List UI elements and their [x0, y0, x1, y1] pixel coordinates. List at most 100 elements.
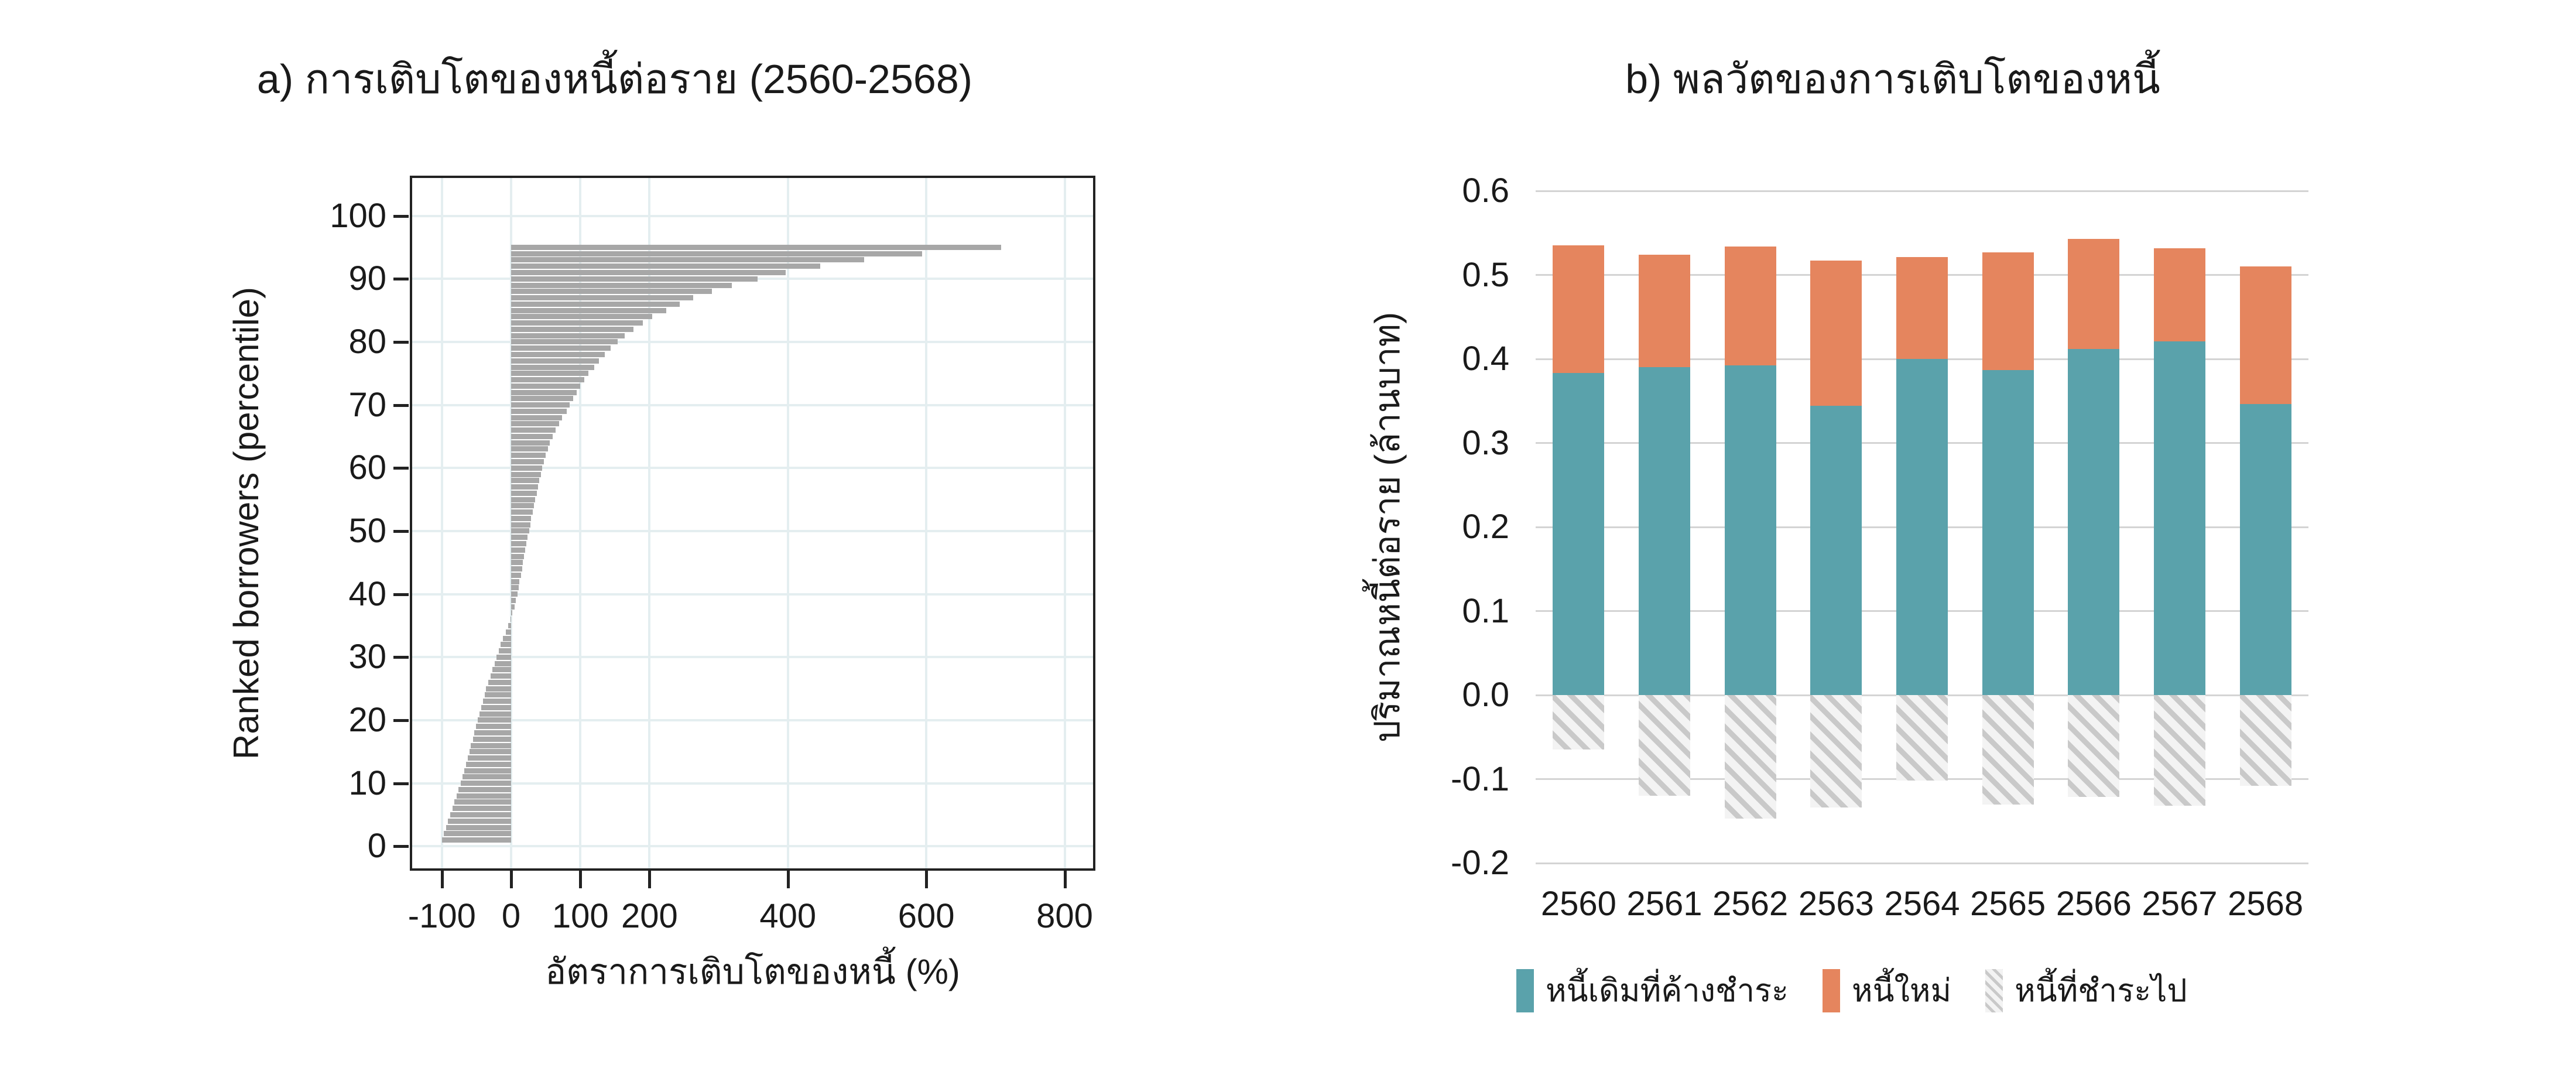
x-axis-tick-label: 800	[1036, 897, 1093, 935]
x-axis-tick-label: 100	[551, 897, 609, 935]
percentile-bar	[511, 547, 525, 553]
bar-segment-repaid-debt	[2068, 695, 2120, 797]
y-axis-tick-label: 50	[348, 511, 386, 550]
x-axis-tick	[510, 871, 513, 888]
y-axis-tick-label: 0.5	[1462, 255, 1509, 294]
y-axis-tick	[393, 656, 409, 659]
percentile-bar	[452, 806, 511, 812]
percentile-bar	[511, 585, 519, 591]
legend-swatch-existing-overdue-debt	[1516, 969, 1534, 1012]
y-axis-tick-label: 60	[348, 449, 386, 487]
legend-swatch-repaid-debt	[1985, 969, 2003, 1012]
y-axis-tick-label: 0.3	[1462, 423, 1509, 462]
percentile-bar	[511, 415, 563, 420]
percentile-bar	[511, 597, 516, 603]
y-axis-tick-label: 100	[330, 196, 386, 235]
gridline-horizontal	[1536, 862, 2308, 864]
percentile-bar	[511, 389, 577, 395]
percentile-bar	[478, 717, 511, 723]
chart-b-legend: หนี้เดิมที่ค้างชำระ หนี้ใหม่ หนี้ที่ชำระ…	[1516, 969, 2187, 1012]
gridline-horizontal	[412, 718, 1093, 721]
legend-label-new-debt: หนี้ใหม่	[1852, 973, 1952, 1008]
percentile-bar	[471, 742, 511, 748]
percentile-bar	[511, 251, 923, 256]
x-axis-category-label: 2567	[2142, 885, 2218, 923]
bar-segment-existing-overdue-debt	[1810, 406, 1862, 695]
percentile-bar	[511, 427, 556, 433]
x-axis-tick	[1063, 871, 1067, 888]
y-axis-tick	[393, 403, 409, 407]
percentile-bar	[511, 446, 548, 452]
x-axis-category-label: 2563	[1798, 885, 1874, 923]
x-axis-tick-label: 400	[759, 897, 817, 935]
percentile-bar	[511, 339, 618, 345]
percentile-bar	[482, 699, 511, 704]
x-axis-category-label: 2560	[1540, 885, 1616, 923]
percentile-bar	[511, 244, 1001, 250]
percentile-bar	[446, 824, 511, 830]
percentile-bar	[511, 270, 786, 275]
y-axis-tick-label: 0.4	[1462, 340, 1509, 378]
percentile-bar	[511, 257, 864, 263]
legend-swatch-new-debt	[1823, 969, 1841, 1012]
y-axis-tick-label: -0.1	[1451, 759, 1509, 798]
bar-segment-repaid-debt	[1639, 695, 1690, 796]
percentile-bar	[511, 301, 680, 307]
chart-b-y-axis-label: ปริมาณหนี้ต่อราย (ล้านบาท)	[1364, 191, 1411, 863]
percentile-bar	[511, 408, 567, 414]
percentile-bar	[511, 351, 605, 357]
bar-segment-repaid-debt	[1724, 695, 1776, 819]
percentile-bar	[511, 560, 523, 566]
x-axis-tick-label: -100	[407, 897, 476, 935]
bar-segment-new-debt	[1639, 255, 1690, 368]
gridline-horizontal	[412, 593, 1093, 596]
percentile-bar	[470, 749, 511, 755]
percentile-bar	[511, 572, 521, 578]
percentile-bar	[485, 692, 511, 698]
percentile-bar	[481, 704, 511, 710]
chart-a-plot-area	[410, 176, 1095, 871]
bar-segment-existing-overdue-debt	[1639, 367, 1690, 695]
percentile-bar	[511, 591, 518, 597]
percentile-bar	[511, 459, 544, 465]
x-axis-tick	[786, 871, 790, 888]
x-axis-tick-label: 600	[898, 897, 955, 935]
bar-segment-existing-overdue-debt	[2239, 404, 2291, 695]
bar-segment-new-debt	[2154, 248, 2205, 341]
percentile-bar	[444, 831, 511, 837]
y-axis-tick	[393, 593, 409, 596]
bar-segment-existing-overdue-debt	[2154, 341, 2205, 695]
chart-b-title: b) พลวัตของการเติบโตของหนี้	[1625, 56, 2160, 102]
percentile-bar	[511, 566, 522, 572]
x-axis-tick	[648, 871, 652, 888]
percentile-bar	[511, 358, 600, 364]
percentile-bar	[511, 465, 543, 471]
y-axis-tick-label: 20	[348, 700, 386, 739]
percentile-bar	[511, 433, 553, 439]
percentile-bar	[494, 661, 511, 666]
legend-label-existing-overdue-debt: หนี้เดิมที่ค้างชำระ	[1546, 973, 1789, 1008]
chart-a-x-axis-label: อัตราการเติบโตของหนี้ (%)	[545, 952, 960, 991]
gridline-vertical	[925, 178, 928, 868]
gridline-horizontal	[412, 467, 1093, 470]
y-axis-tick	[393, 340, 409, 344]
bar-segment-new-debt	[2068, 238, 2120, 349]
gridline-vertical	[786, 178, 789, 868]
percentile-bar	[511, 471, 541, 477]
percentile-bar	[511, 371, 589, 377]
percentile-bar	[508, 622, 511, 628]
percentile-bar	[511, 553, 525, 559]
gridline-horizontal	[412, 656, 1093, 659]
percentile-bar	[511, 540, 526, 546]
y-axis-tick-label: -0.2	[1451, 844, 1509, 882]
percentile-bar	[467, 755, 511, 761]
y-axis-tick	[393, 529, 409, 533]
percentile-bar	[511, 535, 528, 540]
percentile-bar	[511, 484, 539, 490]
percentile-bar	[511, 604, 515, 610]
percentile-bar	[511, 528, 529, 534]
percentile-bar	[473, 736, 511, 742]
gridline-horizontal	[412, 403, 1093, 406]
percentile-bar	[511, 497, 536, 502]
percentile-bar	[511, 333, 625, 338]
